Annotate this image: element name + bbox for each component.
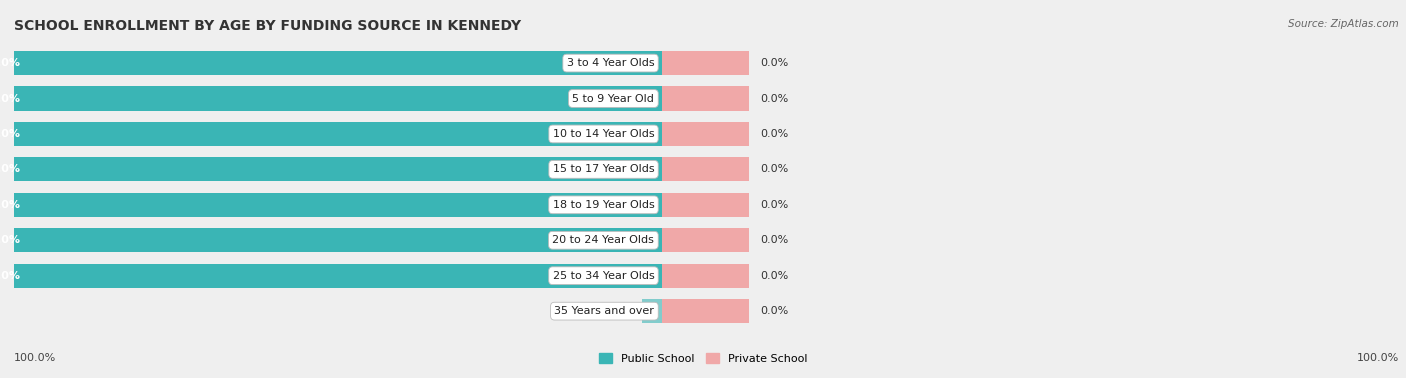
Bar bbox=[0, 258, 662, 293]
Text: Source: ZipAtlas.com: Source: ZipAtlas.com bbox=[1288, 19, 1399, 29]
Bar bbox=[662, 228, 749, 253]
Bar bbox=[662, 51, 749, 75]
Bar bbox=[662, 87, 749, 110]
Bar bbox=[0, 81, 662, 116]
Text: 0.0%: 0.0% bbox=[607, 306, 636, 316]
Text: 100.0%: 100.0% bbox=[0, 235, 21, 245]
Text: SCHOOL ENROLLMENT BY AGE BY FUNDING SOURCE IN KENNEDY: SCHOOL ENROLLMENT BY AGE BY FUNDING SOUR… bbox=[14, 19, 522, 33]
Bar bbox=[14, 157, 662, 181]
Text: 100.0%: 100.0% bbox=[0, 200, 21, 210]
Bar bbox=[14, 122, 662, 146]
Bar bbox=[0, 223, 662, 258]
Bar bbox=[662, 157, 749, 181]
Text: 0.0%: 0.0% bbox=[761, 306, 789, 316]
Bar bbox=[0, 116, 662, 152]
Text: 0.0%: 0.0% bbox=[761, 58, 789, 68]
Text: 100.0%: 100.0% bbox=[1357, 353, 1399, 363]
Bar bbox=[0, 152, 662, 187]
Bar bbox=[14, 87, 662, 110]
Bar bbox=[662, 116, 1406, 152]
Text: 10 to 14 Year Olds: 10 to 14 Year Olds bbox=[553, 129, 654, 139]
Bar bbox=[0, 187, 662, 223]
Bar bbox=[14, 193, 662, 217]
Text: 0.0%: 0.0% bbox=[761, 129, 789, 139]
Text: 100.0%: 100.0% bbox=[14, 353, 56, 363]
Text: 3 to 4 Year Olds: 3 to 4 Year Olds bbox=[567, 58, 654, 68]
Text: 100.0%: 100.0% bbox=[0, 271, 21, 281]
Bar bbox=[662, 122, 749, 146]
Bar bbox=[14, 264, 662, 288]
Text: 100.0%: 100.0% bbox=[0, 129, 21, 139]
Text: 0.0%: 0.0% bbox=[761, 235, 789, 245]
Bar bbox=[14, 51, 662, 75]
Text: 15 to 17 Year Olds: 15 to 17 Year Olds bbox=[553, 164, 654, 174]
Text: 0.0%: 0.0% bbox=[761, 164, 789, 174]
Bar bbox=[662, 187, 1406, 223]
Text: 25 to 34 Year Olds: 25 to 34 Year Olds bbox=[553, 271, 654, 281]
Bar bbox=[662, 299, 749, 323]
Bar bbox=[662, 193, 749, 217]
Bar bbox=[14, 228, 662, 253]
Text: 35 Years and over: 35 Years and over bbox=[554, 306, 654, 316]
Bar bbox=[0, 45, 662, 81]
Bar bbox=[662, 293, 1406, 329]
Text: 0.0%: 0.0% bbox=[761, 271, 789, 281]
Legend: Public School, Private School: Public School, Private School bbox=[595, 349, 811, 369]
Text: 20 to 24 Year Olds: 20 to 24 Year Olds bbox=[553, 235, 654, 245]
Text: 100.0%: 100.0% bbox=[0, 93, 21, 104]
Bar bbox=[662, 258, 1406, 293]
Bar bbox=[662, 152, 1406, 187]
Bar bbox=[662, 223, 1406, 258]
Text: 100.0%: 100.0% bbox=[0, 164, 21, 174]
Text: 18 to 19 Year Olds: 18 to 19 Year Olds bbox=[553, 200, 654, 210]
Bar bbox=[662, 264, 749, 288]
Bar bbox=[643, 299, 662, 323]
Text: 100.0%: 100.0% bbox=[0, 58, 21, 68]
Text: 5 to 9 Year Old: 5 to 9 Year Old bbox=[572, 93, 654, 104]
Bar bbox=[0, 293, 662, 329]
Text: 0.0%: 0.0% bbox=[761, 93, 789, 104]
Bar bbox=[662, 81, 1406, 116]
Bar bbox=[662, 45, 1406, 81]
Text: 0.0%: 0.0% bbox=[761, 200, 789, 210]
